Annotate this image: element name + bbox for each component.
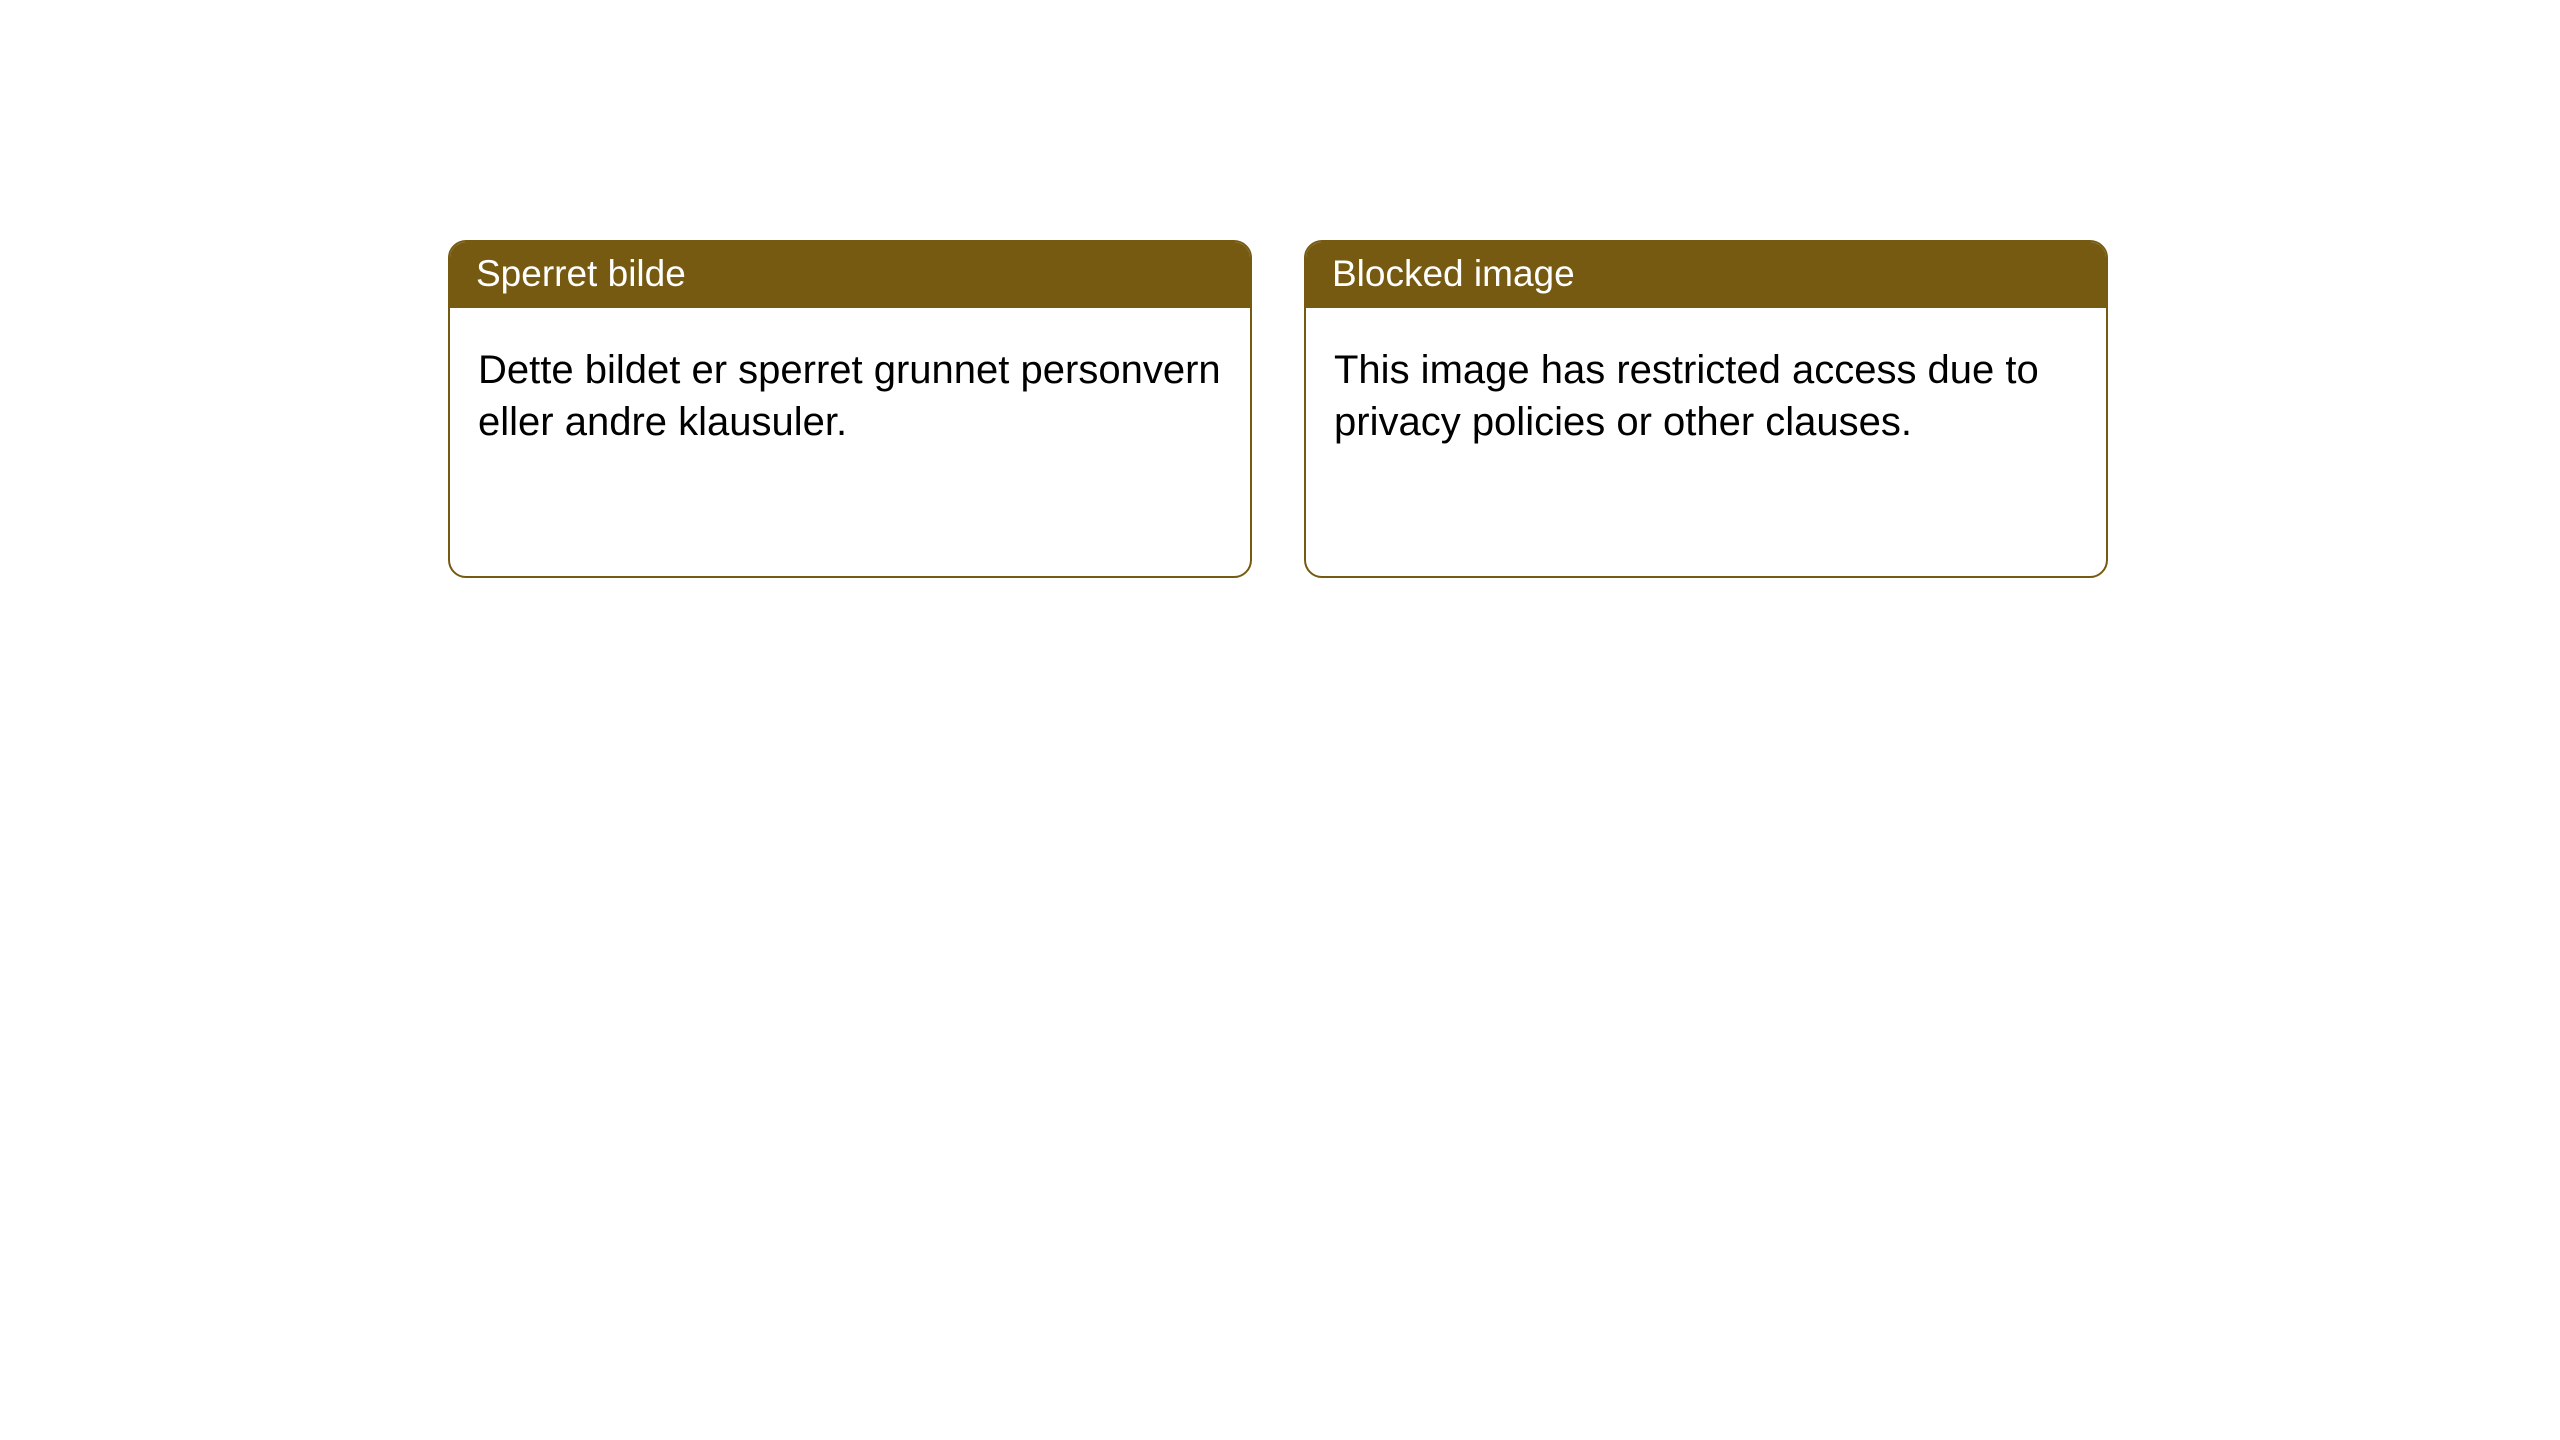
- card-body-norwegian: Dette bildet er sperret grunnet personve…: [450, 308, 1250, 476]
- card-header-norwegian: Sperret bilde: [450, 242, 1250, 308]
- card-header-english: Blocked image: [1306, 242, 2106, 308]
- card-title-norwegian: Sperret bilde: [476, 253, 686, 294]
- blocked-image-card-english: Blocked image This image has restricted …: [1304, 240, 2108, 578]
- blocked-image-card-norwegian: Sperret bilde Dette bildet er sperret gr…: [448, 240, 1252, 578]
- card-message-english: This image has restricted access due to …: [1334, 348, 2039, 444]
- card-message-norwegian: Dette bildet er sperret grunnet personve…: [478, 348, 1221, 444]
- card-title-english: Blocked image: [1332, 253, 1575, 294]
- card-body-english: This image has restricted access due to …: [1306, 308, 2106, 476]
- cards-container: Sperret bilde Dette bildet er sperret gr…: [448, 240, 2108, 578]
